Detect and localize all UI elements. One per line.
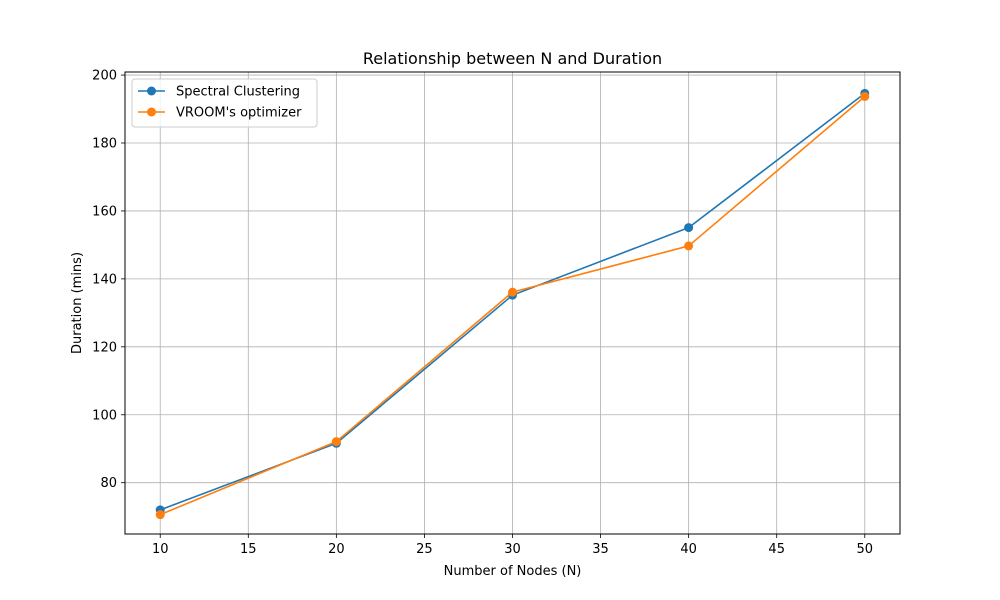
data-point-spectral-clustering xyxy=(684,223,694,233)
x-tick-label: 35 xyxy=(592,542,609,557)
x-tick-label: 20 xyxy=(328,542,345,557)
x-tick-label: 25 xyxy=(416,542,433,557)
y-tick-label: 120 xyxy=(92,340,117,355)
data-point-vroom-s-optimizer xyxy=(684,241,694,251)
legend-item-spectral-clustering: Spectral Clustering xyxy=(138,85,300,100)
y-tick-label: 200 xyxy=(92,69,117,84)
legend-label: VROOM's optimizer xyxy=(176,106,302,121)
data-point-vroom-s-optimizer xyxy=(508,287,517,297)
series-layer xyxy=(155,88,870,520)
series-vroom-s-optimizer xyxy=(155,91,870,520)
x-axis-label: Number of Nodes (N) xyxy=(444,564,582,579)
legend-label: Spectral Clustering xyxy=(176,85,300,100)
y-tick-label: 80 xyxy=(100,476,117,491)
legend-marker xyxy=(147,86,156,96)
y-tick-label: 140 xyxy=(92,272,117,287)
legend-marker xyxy=(147,107,156,117)
ticks: 10 15 20 25 30 35 40 45 50 80 100 120 140 160 180 200 xyxy=(92,69,873,557)
grid xyxy=(125,72,900,534)
legend-item-vroom-s-optimizer: VROOM's optimizer xyxy=(138,106,302,121)
x-tick-label: 40 xyxy=(680,542,697,557)
y-axis-label: Duration (mins) xyxy=(70,252,85,354)
data-point-vroom-s-optimizer xyxy=(155,510,165,520)
y-tick-label: 100 xyxy=(92,408,117,423)
x-tick-label: 10 xyxy=(152,542,169,557)
x-tick-label: 45 xyxy=(768,542,785,557)
x-tick-label: 15 xyxy=(240,542,257,557)
data-point-vroom-s-optimizer xyxy=(331,437,341,447)
y-tick-label: 160 xyxy=(92,204,117,219)
legend: Spectral Clustering VROOM's optimizer xyxy=(131,78,318,128)
x-tick-label: 30 xyxy=(504,542,521,557)
y-tick-label: 180 xyxy=(92,136,117,151)
data-point-vroom-s-optimizer xyxy=(860,91,870,101)
legend-box xyxy=(131,78,318,128)
x-tick-label: 50 xyxy=(856,542,873,557)
chart-title: Relationship between N and Duration xyxy=(363,49,662,68)
